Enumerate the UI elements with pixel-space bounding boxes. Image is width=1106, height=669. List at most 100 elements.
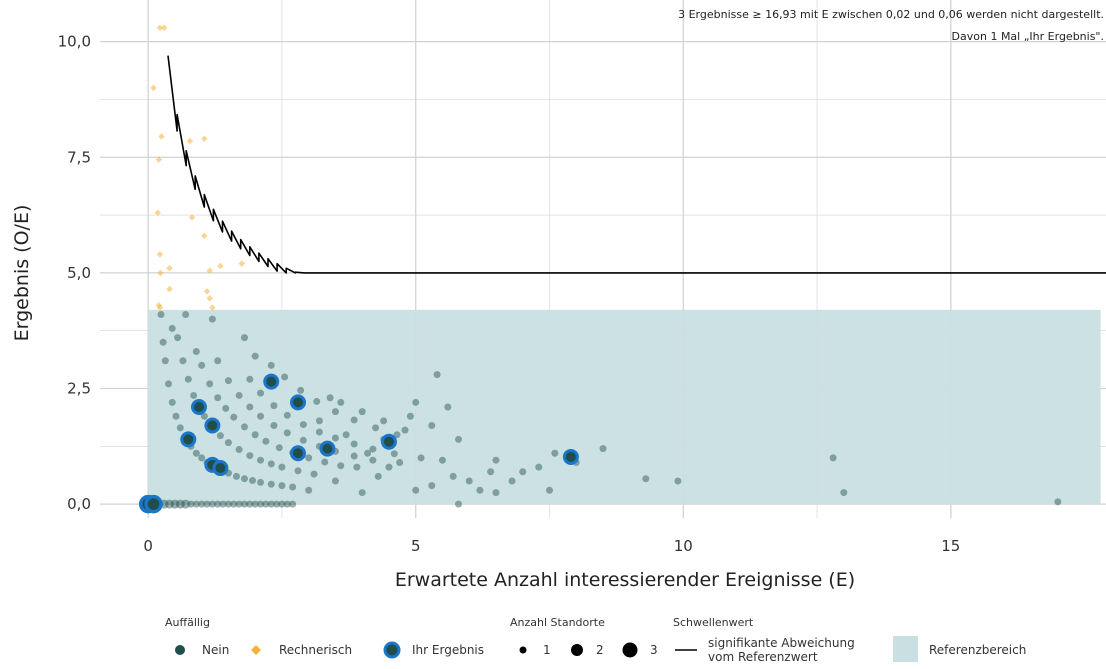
- point-nein: [159, 338, 167, 346]
- y-tick-label: 2,5: [67, 380, 91, 398]
- point-nein: [406, 412, 414, 420]
- point-nein: [198, 361, 206, 369]
- point-nein: [642, 475, 650, 483]
- point-nein: [214, 394, 222, 402]
- x-tick-label: 5: [411, 537, 421, 555]
- point-nein: [240, 423, 248, 431]
- point-nein: [230, 413, 238, 421]
- point-nein: [396, 459, 404, 466]
- point-nein: [224, 377, 232, 385]
- point-nein: [249, 477, 257, 485]
- point-rechnerisch: [156, 24, 164, 31]
- point-ihr-ergebnis: [380, 433, 397, 450]
- legend-size-1-marker: [519, 646, 527, 654]
- point-nein: [219, 500, 227, 508]
- point-nein: [294, 467, 302, 475]
- point-ihr-ergebnis: [289, 394, 306, 411]
- point-nein: [203, 500, 211, 508]
- point-nein: [184, 375, 192, 383]
- point-nein: [372, 424, 380, 432]
- point-nein: [519, 468, 527, 476]
- point-nein: [465, 477, 473, 485]
- point-rechnerisch: [166, 265, 173, 272]
- point-rechnerisch: [150, 84, 157, 92]
- point-nein: [262, 437, 270, 445]
- point-nein: [350, 416, 358, 424]
- point-rechnerisch: [155, 156, 163, 163]
- point-nein: [270, 422, 278, 429]
- point-nein: [350, 452, 358, 460]
- point-rechnerisch: [238, 260, 246, 267]
- point-nein: [232, 472, 240, 480]
- point-nein: [305, 454, 313, 462]
- legend-rechnerisch-marker: [251, 645, 261, 655]
- point-nein: [455, 500, 463, 508]
- point-nein: [175, 499, 185, 509]
- legend: Auffällig Nein Rechnerisch Ihr Ergebnis …: [165, 616, 1026, 664]
- point-nein: [313, 397, 321, 405]
- legend-size-3-marker: [622, 642, 638, 658]
- legend-ihr-ergebnis-label: Ihr Ergebnis: [412, 643, 484, 657]
- point-nein: [246, 500, 254, 508]
- point-nein: [599, 445, 607, 453]
- point-nein: [214, 357, 222, 365]
- point-nein: [417, 454, 425, 462]
- point-nein: [374, 472, 382, 480]
- point-nein: [545, 486, 553, 494]
- point-nein: [275, 444, 283, 452]
- point-nein: [393, 431, 401, 439]
- point-nein: [380, 417, 388, 425]
- point-nein: [267, 480, 275, 488]
- point-nein: [257, 412, 265, 420]
- point-nein: [172, 412, 180, 420]
- data-points: [138, 24, 1062, 514]
- point-nein: [224, 439, 232, 447]
- point-nein: [240, 475, 248, 483]
- x-tick-label: 15: [941, 537, 960, 555]
- legend-title-schwellenwert: Schwellenwert: [673, 616, 754, 629]
- point-nein: [321, 458, 329, 466]
- legend-nein-marker: [175, 645, 185, 655]
- point-nein: [350, 440, 358, 448]
- point-nein: [305, 486, 313, 494]
- point-nein: [157, 311, 165, 318]
- point-nein: [412, 486, 420, 494]
- point-rechnerisch: [158, 133, 165, 140]
- point-nein: [273, 500, 281, 508]
- legend-size-2-marker: [571, 644, 583, 656]
- x-tick-label: 10: [674, 537, 693, 555]
- point-nein: [168, 398, 176, 406]
- x-tick-label: 0: [143, 537, 153, 555]
- point-nein: [358, 489, 366, 497]
- point-rechnerisch: [156, 304, 164, 311]
- point-nein: [161, 357, 169, 365]
- point-ihr-ergebnis: [180, 431, 197, 448]
- point-nein: [190, 391, 198, 399]
- point-nein: [267, 361, 275, 369]
- point-nein: [251, 352, 259, 360]
- point-ihr-ergebnis: [144, 494, 163, 514]
- point-nein: [401, 426, 409, 434]
- point-nein: [246, 375, 254, 383]
- point-rechnerisch: [209, 304, 216, 311]
- point-rechnerisch: [154, 209, 161, 216]
- point-nein: [198, 500, 206, 508]
- point-nein: [222, 404, 230, 412]
- x-axis-ticks: 0 5 10 15: [143, 537, 960, 555]
- point-rechnerisch: [186, 137, 194, 145]
- point-nein: [208, 500, 216, 508]
- y-tick-label: 10,0: [58, 33, 91, 51]
- reference-range-area: [148, 309, 1101, 505]
- y-tick-label: 7,5: [67, 148, 91, 166]
- point-rechnerisch: [201, 232, 208, 240]
- point-nein: [251, 500, 259, 508]
- point-nein: [182, 311, 190, 318]
- point-nein: [192, 348, 200, 355]
- point-nein: [235, 500, 243, 508]
- legend-schwellenwert-label-1: signifikante Abweichung: [708, 636, 855, 650]
- point-nein: [353, 463, 361, 471]
- point-nein: [310, 470, 318, 478]
- point-rechnerisch: [188, 214, 196, 221]
- point-nein: [444, 403, 452, 411]
- point-nein: [326, 394, 334, 402]
